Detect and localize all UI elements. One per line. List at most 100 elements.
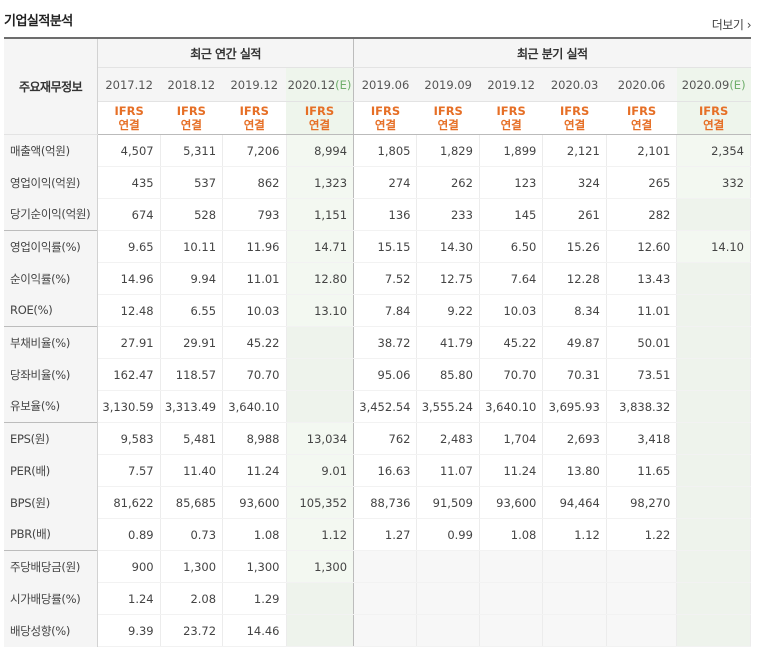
table-cell: 1,300 [222,550,287,583]
table-cell: 14.30 [416,230,480,263]
table-cell [479,614,544,647]
table-cell: 274 [353,166,418,199]
period-header: 2017.12 [97,67,161,102]
table-cell [676,422,751,455]
table-row: 배당성향(%) 9.39 23.72 14.46 [4,614,751,647]
table-cell: 262 [416,166,480,199]
table-cell: 11.65 [606,454,678,487]
table-row: 매출액(억원) 4,507 5,311 7,206 8,994 1,805 1,829 1,8… [4,134,751,167]
row-label: 배당성향(%) [4,614,99,647]
column-header-main: 주요재무정보 [4,39,99,135]
table-cell: 3,695.93 [542,390,607,423]
table-cell: 1,323 [286,166,355,199]
table-cell: 70.31 [542,358,607,391]
table-cell [353,614,418,647]
table-cell: 793 [222,198,287,231]
period-label: 2018.12 [167,77,216,92]
table-cell [606,550,678,583]
ifrs-label: IFRS [699,104,729,118]
table-cell: 12.60 [606,230,678,263]
table-cell [676,582,751,615]
table-cell: 3,452.54 [353,390,418,423]
table-cell: 11.96 [222,230,287,263]
consolidated-label: 연결 [374,118,397,132]
table-cell: 45.22 [479,326,544,359]
table-cell: 70.70 [479,358,544,391]
table-cell: 12.75 [416,262,480,295]
table-cell: 0.73 [160,518,224,551]
table-cell: 45.22 [222,326,287,359]
ifrs-badge: IFRS 연결 [160,101,223,135]
table-cell: 8,988 [222,422,287,455]
quarter-header: 최근 분기 실적 [353,39,751,68]
table-cell [606,614,678,647]
consolidated-label: 연결 [437,118,459,132]
table-row: 유보율(%) 3,130.59 3,313.49 3,640.10 3,452.54 3,… [4,390,751,423]
table-cell [606,582,678,615]
table-cell: 3,555.24 [416,390,480,423]
table-cell: 85,685 [160,486,224,519]
table-cell: 94,464 [542,486,607,519]
table-cell: 1,300 [160,550,224,583]
ifrs-label: IFRS [114,104,144,118]
table-cell: 14.10 [676,230,751,263]
table-cell: 12.28 [542,262,607,295]
table-cell: 81,622 [97,486,161,519]
row-label: 부채비율(%) [4,326,99,359]
ifrs-label: IFRS [496,104,526,118]
annual-header: 최근 연간 실적 [97,39,355,68]
table-cell: 1,151 [286,198,355,231]
table-row: 당기순이익(억원) 674 528 793 1,151 136 233 145 261 282 [4,198,751,231]
table-cell: 10.03 [222,294,287,327]
table-cell: 9.65 [97,230,161,263]
table-cell: 9.22 [416,294,480,327]
table-cell [353,550,418,583]
section-title: 기업실적분석 [4,14,73,29]
ifrs-label: IFRS [433,104,463,118]
more-link[interactable]: 더보기 › [712,16,752,33]
table-cell [676,614,751,647]
table-cell: 9.94 [160,262,224,295]
table-cell [479,582,544,615]
table-cell: 9.01 [286,454,355,487]
table-cell: 3,838.32 [606,390,678,423]
table-cell: 2,101 [606,134,678,167]
table-cell: 93,600 [222,486,287,519]
period-label: 2019.12 [487,77,535,92]
period-label: 2019.09 [424,77,472,92]
table-cell: 862 [222,166,287,199]
ifrs-label: IFRS [239,104,269,118]
table-cell: 2,693 [542,422,607,455]
ifrs-label: IFRS [559,104,590,118]
table-cell: 7.64 [479,262,544,295]
row-label: 영업이익(억원) [4,166,99,199]
table-cell: 324 [542,166,607,199]
table-cell: 91,509 [416,486,480,519]
table-row: 순이익률(%) 14.96 9.94 11.01 12.80 7.52 12.75 7.64 1… [4,262,751,295]
estimate-marker: (E) [335,77,352,92]
table-cell: 118.57 [160,358,224,391]
table-cell: 136 [353,198,418,231]
table-cell [286,390,355,423]
table-cell: 13.43 [606,262,678,295]
ifrs-badge: IFRS 연결 [676,101,751,135]
table-cell [286,614,355,647]
table-cell: 9.39 [97,614,161,647]
ifrs-badge: IFRS 연결 [606,101,677,135]
table-cell: 12.80 [286,262,355,295]
table-cell [676,262,751,295]
table-cell: 15.15 [353,230,418,263]
table-cell: 10.11 [160,230,224,263]
row-label: 당좌비율(%) [4,358,99,391]
table-cell: 13.80 [542,454,607,487]
ifrs-badge: IFRS 연결 [97,101,161,135]
period-label: 2020.09 [681,77,730,92]
table-cell: 123 [479,166,544,199]
period-header: 2020.03 [542,67,607,102]
table-cell: 1.24 [97,582,161,615]
table-cell [676,486,751,519]
row-label: 매출액(억원) [4,134,99,167]
table-cell: 2,483 [416,422,480,455]
ifrs-badge: IFRS 연결 [222,101,286,135]
ifrs-badge: IFRS 연결 [353,101,417,135]
